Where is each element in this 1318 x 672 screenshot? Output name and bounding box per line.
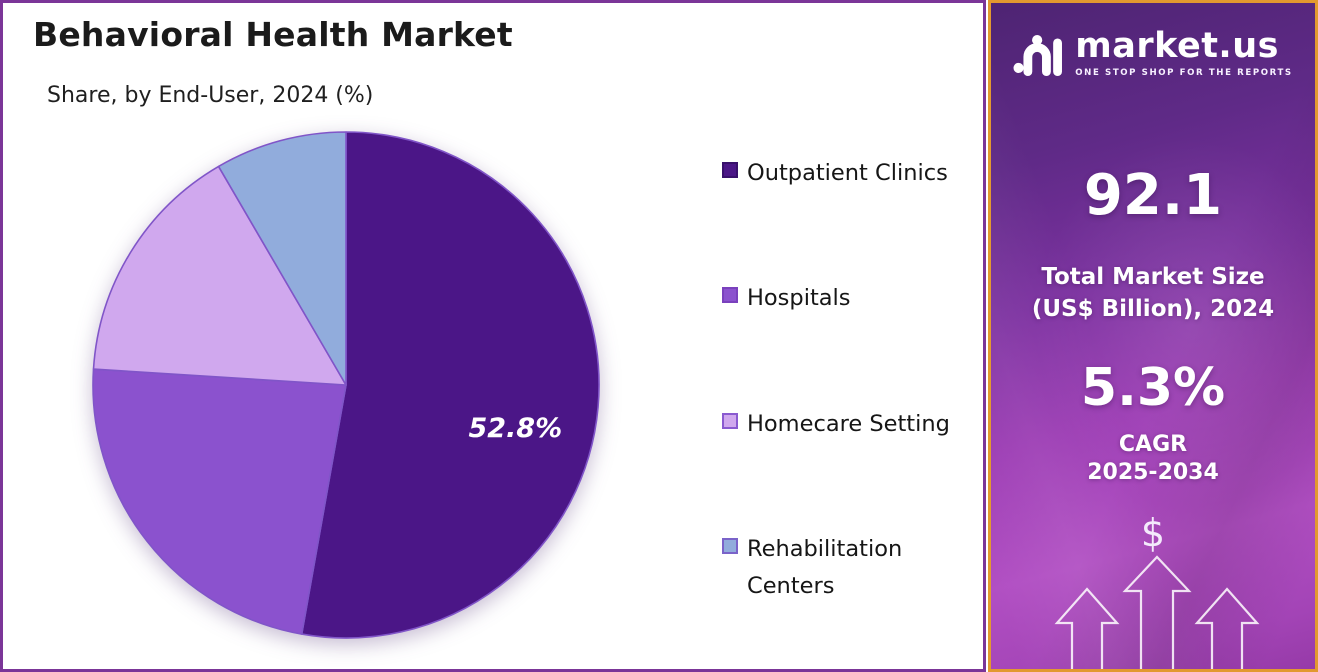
pie-chart[interactable]: 52.8% [85, 124, 607, 646]
pie-data-label: 52.8% [468, 413, 562, 444]
pie-slice[interactable] [300, 131, 600, 639]
legend-label: Outpatient Clinics [747, 160, 948, 186]
brand-name: market.us [1075, 26, 1279, 66]
cagr-label: CAGR 2025-2034 [991, 431, 1315, 486]
pie-slice[interactable] [217, 131, 347, 386]
legend-item[interactable]: Outpatient Clinics [722, 155, 974, 192]
brand-logo[interactable]: market.us ONE STOP SHOP FOR THE REPORTS [991, 29, 1315, 78]
legend-marker [722, 287, 738, 304]
legend: Outpatient Clinics Hospitals Homecare Sett… [722, 155, 974, 605]
legend-marker [722, 412, 738, 429]
cagr-label-line2: 2025-2034 [1087, 459, 1219, 485]
legend-item[interactable]: Homecare Setting [722, 406, 974, 443]
dollar-icon: $ [1140, 511, 1166, 555]
legend-marker [722, 537, 738, 554]
market-size-label: Total Market Size (US$ Billion), 2024 [991, 261, 1315, 325]
legend-label: Hospitals [747, 285, 851, 312]
page-title: Behavioral Health Market [33, 15, 513, 54]
chart-subtitle: Share, by End-User, 2024 (%) [47, 83, 374, 108]
legend-item[interactable]: Rehabilitation Centers [722, 531, 974, 605]
market-size-label-line2: (US$ Billion), 2024 [1031, 296, 1275, 323]
marketus-logo-icon [1013, 34, 1063, 76]
brand-panel: market.us ONE STOP SHOP FOR THE REPORTS … [988, 0, 1318, 672]
legend-label: Homecare Setting [747, 410, 950, 437]
chart-area: Behavioral Health Market Share, by End-U… [0, 0, 986, 672]
legend-item[interactable]: Hospitals [722, 280, 974, 317]
pie-slice[interactable] [92, 165, 347, 386]
pie-slice[interactable] [92, 368, 347, 635]
market-size-value: 92.1 [1083, 163, 1223, 228]
market-size-label-line1: Total Market Size [1041, 264, 1265, 290]
legend-label: Rehabilitation Centers [747, 535, 903, 599]
cagr-value: 5.3% [1080, 358, 1226, 418]
cagr-label-line1: CAGR [1118, 432, 1188, 457]
legend-marker [722, 162, 738, 178]
brand-tagline: ONE STOP SHOP FOR THE REPORTS [1075, 68, 1293, 78]
growth-arrows-icon [1054, 555, 1260, 669]
